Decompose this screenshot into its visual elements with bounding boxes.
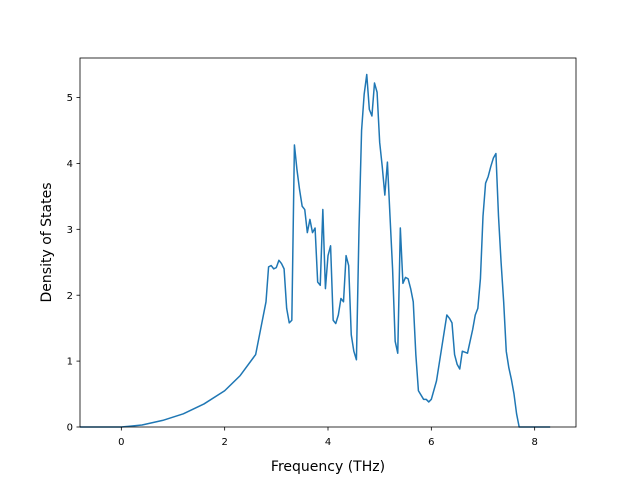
y-tick-label: 4 (67, 159, 73, 170)
x-tick-label: 4 (325, 437, 331, 448)
y-tick-label: 0 (67, 423, 73, 434)
x-axis-ticks: 0 2 4 6 8 (118, 427, 538, 448)
plot-background (80, 58, 576, 427)
x-axis-label: Frequency (THz) (271, 459, 385, 475)
y-tick-label: 3 (67, 225, 73, 236)
series-layer (80, 73, 551, 428)
y-tick-label: 5 (67, 93, 73, 104)
y-tick-label: 1 (67, 357, 73, 368)
x-tick-label: 2 (221, 437, 227, 448)
x-tick-label: 0 (118, 437, 124, 448)
x-tick-label: 8 (531, 437, 537, 448)
y-tick-label: 2 (67, 291, 73, 302)
dos-series-line-0 (80, 73, 551, 428)
x-tick-label: 6 (428, 437, 434, 448)
y-axis-ticks: 0 1 2 3 4 5 (67, 93, 80, 434)
y-axis-label: Density of States (39, 183, 55, 303)
